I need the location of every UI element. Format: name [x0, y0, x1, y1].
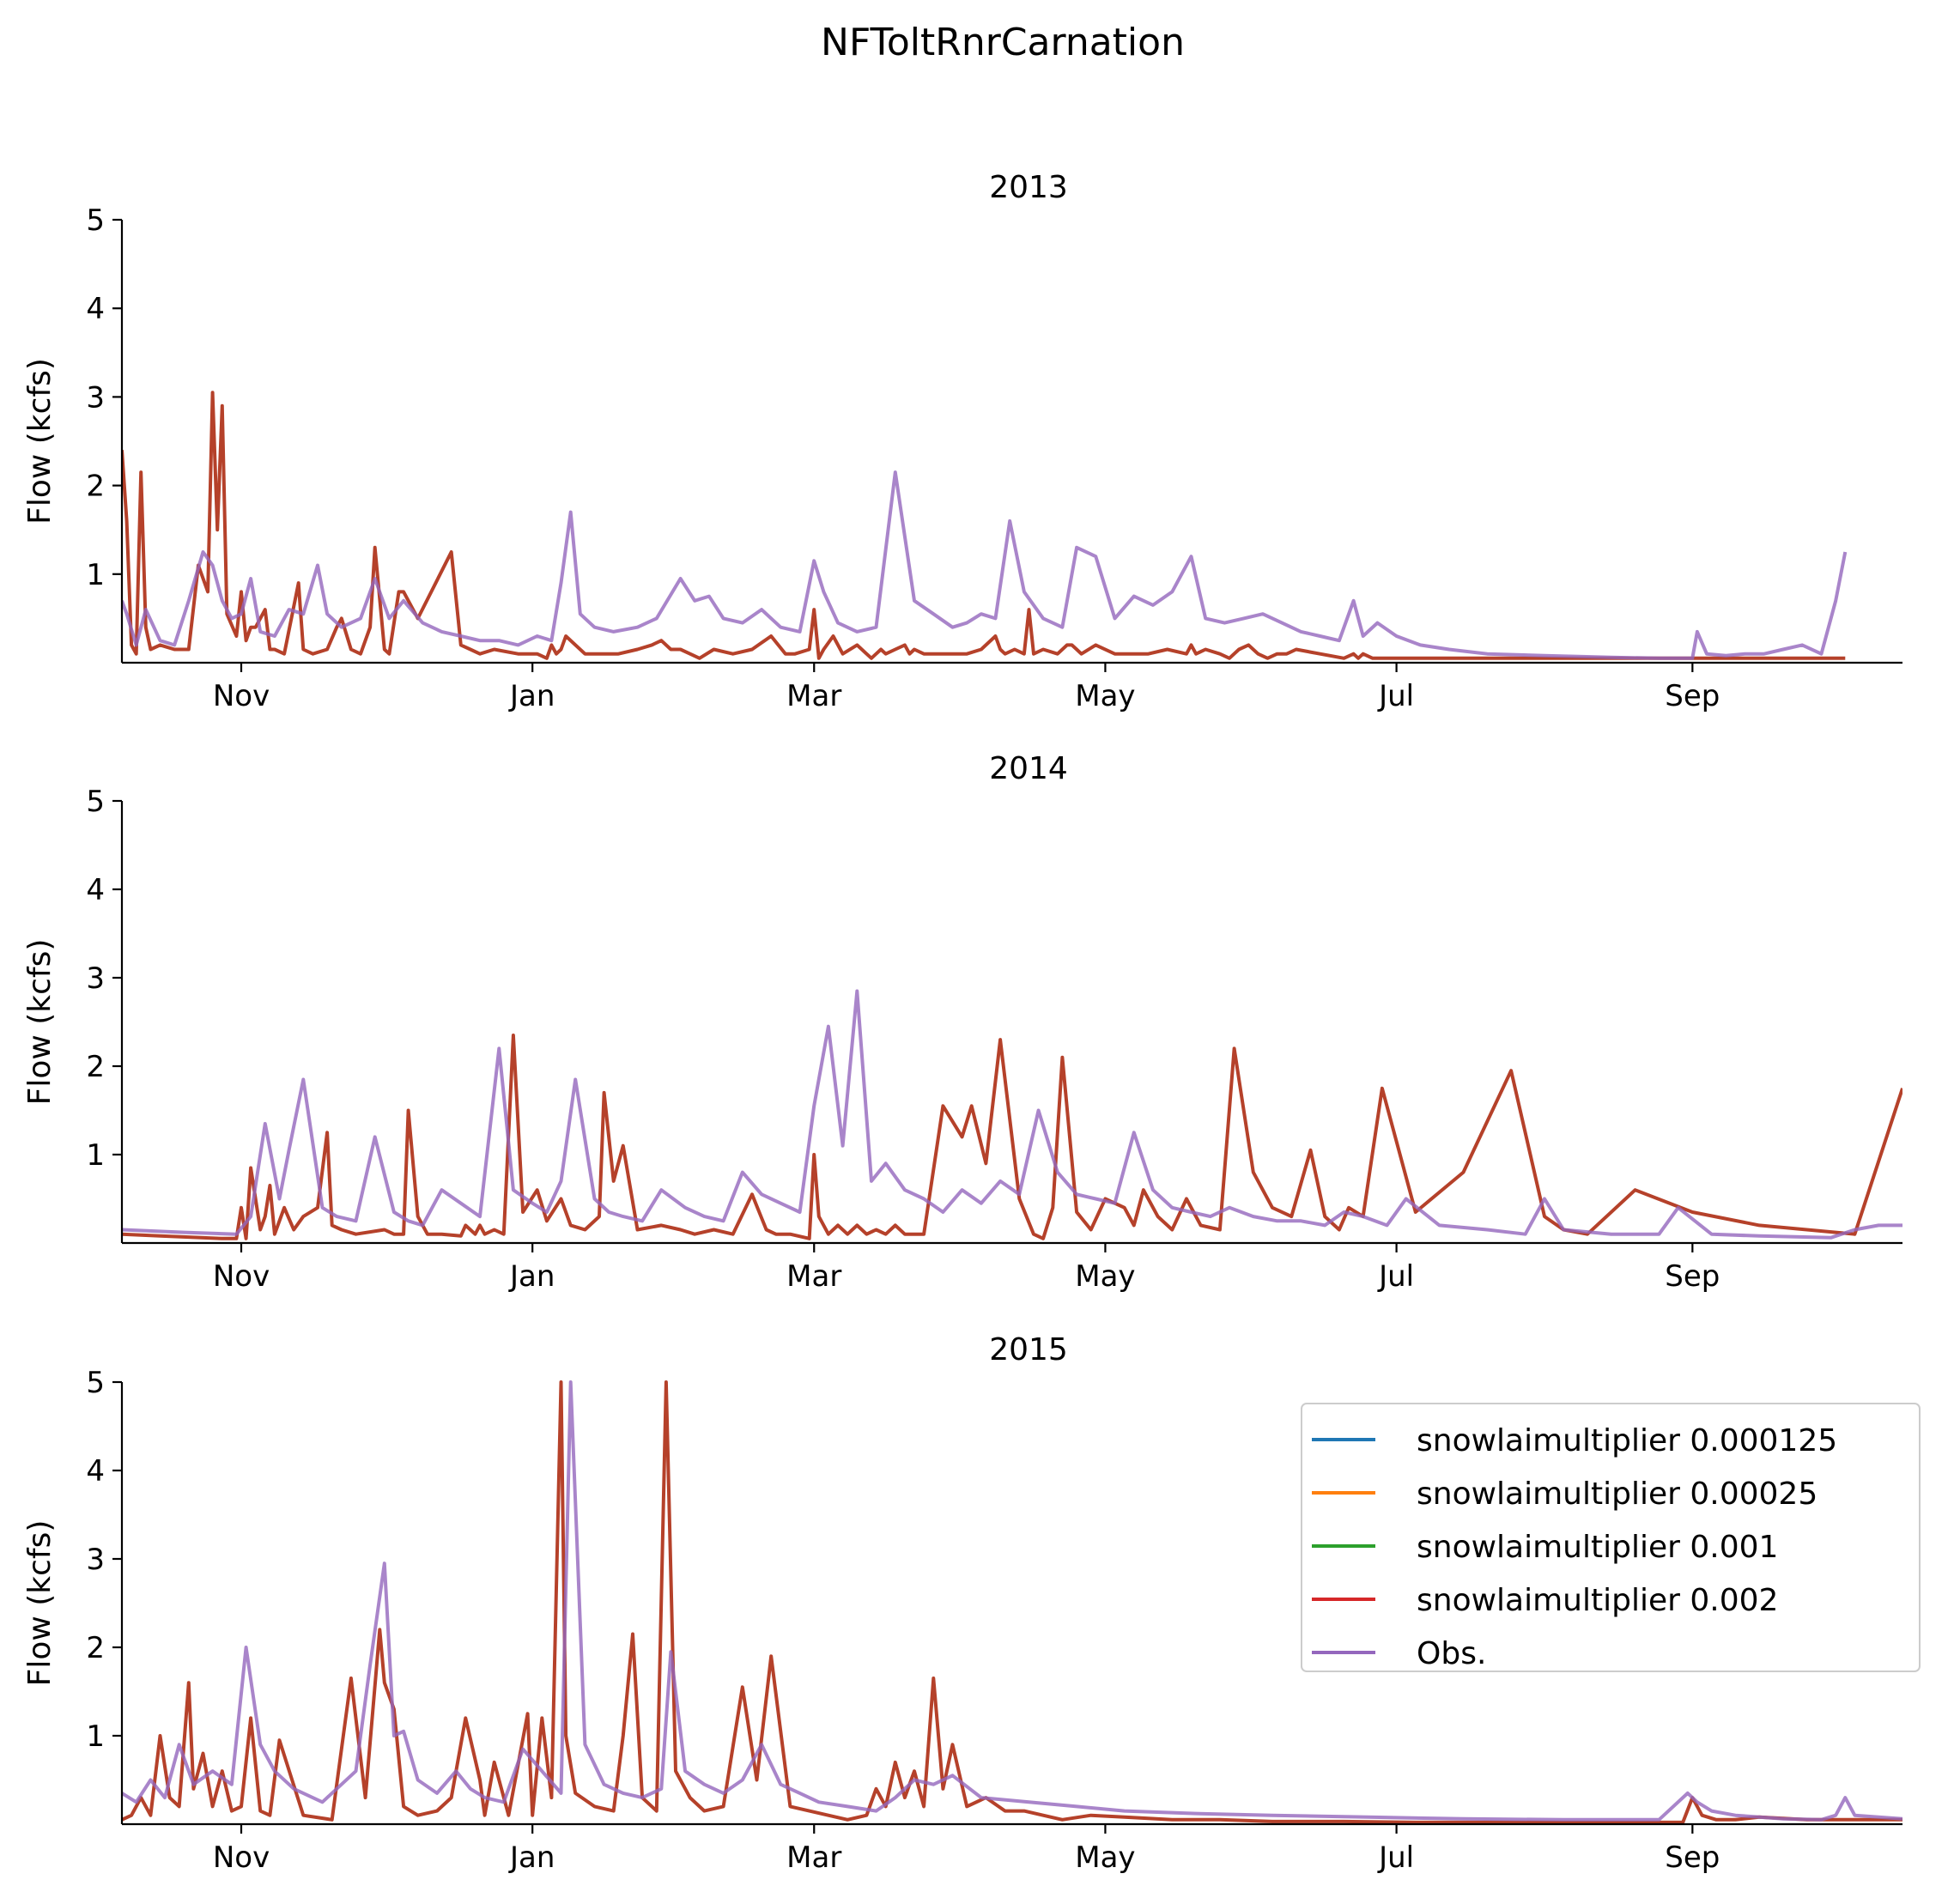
- series-group: [122, 1380, 1902, 1824]
- legend-label: snowlaimultiplier 0.000125: [1417, 1423, 1837, 1458]
- y-tick-label: 4: [86, 292, 105, 326]
- y-tick-label: 2: [86, 1050, 105, 1084]
- panel-title: 2014: [989, 751, 1068, 786]
- x-tick-label: Sep: [1665, 1259, 1720, 1294]
- y-tick-label: 2: [86, 470, 105, 504]
- y-tick-label: 3: [86, 961, 105, 996]
- panel-2013: 2013 Flow (kcfs) 1 2 3 4 5 Nov Jan Mar May Jul Sep: [22, 170, 1902, 713]
- series-obs-line: [122, 989, 1902, 1240]
- y-tick-label: 5: [86, 203, 105, 238]
- legend: snowlaimultiplier 0.000125 snowlaimultipl…: [1301, 1403, 1921, 1672]
- figure-title: NFToltRnrCarnation: [821, 21, 1185, 64]
- legend-label: Obs.: [1417, 1636, 1486, 1671]
- panel-title: 2013: [989, 170, 1068, 205]
- series-obs-line: [122, 1380, 1902, 1822]
- y-axis-label: Flow (kcfs): [22, 1520, 58, 1687]
- y-tick-label: 5: [86, 785, 105, 819]
- y-tick-label: 3: [86, 380, 105, 415]
- y-axis-label: Flow (kcfs): [22, 939, 58, 1106]
- x-tick-label: Jan: [508, 1840, 555, 1875]
- x-tick-label: Nov: [213, 679, 270, 713]
- x-tick-label: Sep: [1665, 1840, 1720, 1875]
- panel-title: 2015: [989, 1332, 1068, 1367]
- y-tick-label: 4: [86, 1454, 105, 1489]
- legend-label: snowlaimultiplier 0.001: [1417, 1530, 1778, 1565]
- x-tick-label: Jul: [1377, 679, 1414, 713]
- x-tick-label: Mar: [786, 1259, 841, 1294]
- y-tick-label: 1: [86, 1719, 105, 1754]
- series-model-line: [122, 1034, 1902, 1240]
- panel-2015: 2015 Flow (kcfs) 1 2 3 4 5 Nov Jan Mar May Jul Sep: [22, 1332, 1902, 1875]
- x-tick-label: Nov: [213, 1840, 270, 1875]
- x-tick-label: Mar: [786, 679, 841, 713]
- series-group: [122, 989, 1902, 1240]
- x-tick-label: Jul: [1377, 1259, 1414, 1294]
- legend-label: snowlaimultiplier 0.002: [1417, 1583, 1778, 1618]
- series-group: [122, 391, 1848, 660]
- x-tick-label: May: [1075, 1259, 1135, 1294]
- legend-label: snowlaimultiplier 0.00025: [1417, 1477, 1817, 1512]
- x-tick-label: Mar: [786, 1840, 841, 1875]
- x-tick-label: May: [1075, 679, 1135, 713]
- panel-2014: 2014 Flow (kcfs) 1 2 3 4 5 Nov Jan Mar May Jul Sep: [22, 751, 1902, 1294]
- x-tick-label: May: [1075, 1840, 1135, 1875]
- series-obs-line: [122, 470, 1848, 660]
- y-tick-label: 3: [86, 1543, 105, 1577]
- y-tick-label: 2: [86, 1631, 105, 1665]
- y-axis-label: Flow (kcfs): [22, 358, 58, 525]
- x-tick-label: Sep: [1665, 679, 1720, 713]
- y-tick-label: 5: [86, 1366, 105, 1400]
- series-model-line: [122, 391, 1846, 660]
- x-tick-label: Jan: [508, 1259, 555, 1294]
- y-tick-label: 1: [86, 558, 105, 592]
- x-tick-label: Jan: [508, 679, 555, 713]
- series-model-line: [122, 1380, 1902, 1824]
- x-tick-label: Nov: [213, 1259, 270, 1294]
- y-tick-label: 1: [86, 1138, 105, 1173]
- legend-frame: [1301, 1403, 1921, 1672]
- y-tick-label: 4: [86, 873, 105, 907]
- x-tick-label: Jul: [1377, 1840, 1414, 1875]
